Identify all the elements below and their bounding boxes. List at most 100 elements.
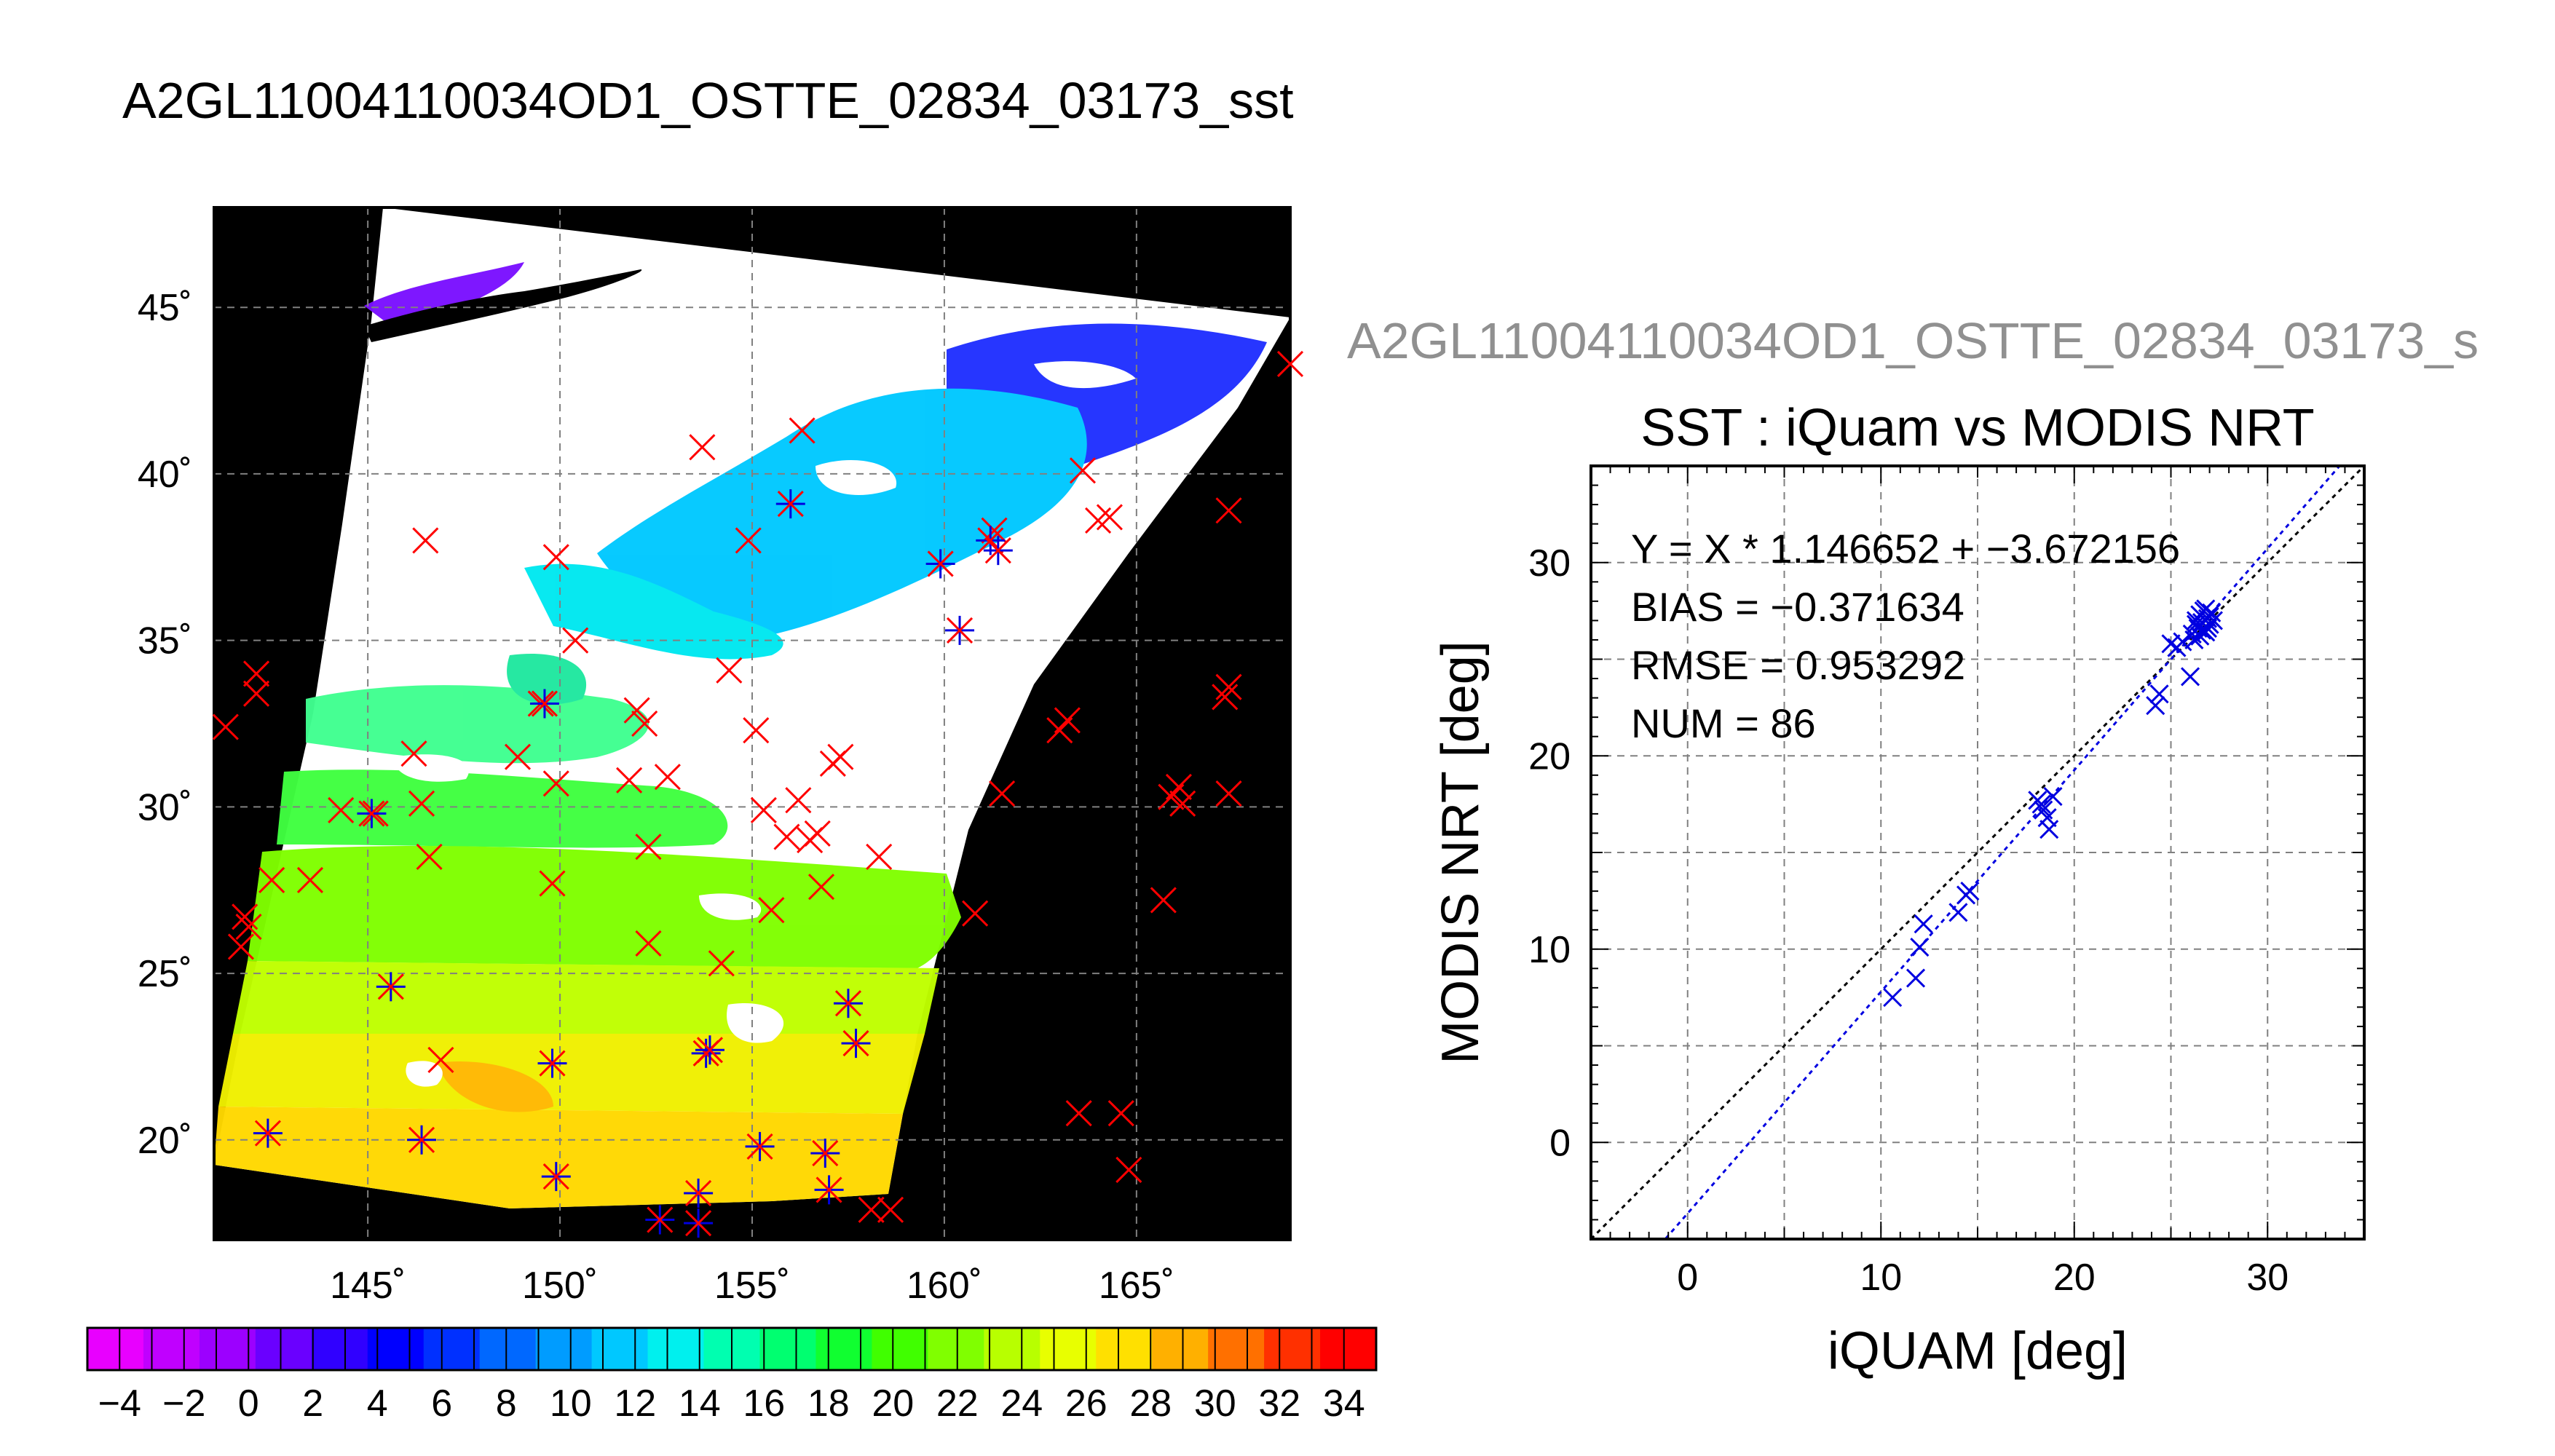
marker-stroke	[1069, 457, 1097, 484]
marker-stroke	[412, 527, 439, 554]
matched-buoy-marker	[745, 1131, 775, 1161]
marker-stroke	[685, 1210, 712, 1237]
scatter-x-tick-label: 20	[2053, 1257, 2096, 1299]
colorbar-cell	[199, 1328, 256, 1370]
matched-buoy-marker	[841, 1029, 871, 1059]
unmatched-buoy-marker	[258, 866, 285, 894]
marker-cross	[816, 1176, 842, 1203]
marker-cross	[777, 491, 804, 518]
unmatched-buoy-marker	[623, 697, 650, 724]
colorbar-cell	[928, 1328, 984, 1370]
marker-stroke	[243, 660, 270, 687]
matched-buoy-marker	[810, 1139, 840, 1168]
marker-stroke	[2149, 684, 2169, 704]
marker-cross	[984, 537, 1011, 564]
scatter-points	[1883, 599, 2223, 1008]
scatter-point	[2186, 611, 2206, 630]
marker-stroke	[542, 1163, 569, 1190]
matched-buoy-marker	[541, 1162, 571, 1192]
colorbar-cell	[367, 1328, 424, 1370]
colorbar-cell	[423, 1328, 481, 1370]
unmatched-buoy-marker	[227, 933, 255, 960]
scatter-grid	[1591, 466, 2364, 1239]
unmatched-buoy-marker	[1215, 780, 1242, 807]
unmatched-buoy-marker	[408, 790, 435, 817]
marker-stroke	[2186, 611, 2206, 630]
matched-buoy-marker	[376, 972, 406, 1002]
marker-stroke	[1107, 1100, 1134, 1127]
colorbar-cell	[1320, 1328, 1377, 1370]
marker-stroke	[1276, 350, 1304, 378]
colorbar-tick-label: −4	[98, 1382, 141, 1425]
marker-stroke	[647, 1206, 674, 1233]
scatter-point	[2203, 611, 2223, 630]
unmatched-buoy-marker	[616, 767, 643, 794]
colorbar-cell	[872, 1328, 928, 1370]
unmatched-buoy-marker	[1215, 673, 1242, 700]
marker-stroke	[777, 491, 804, 518]
marker-stroke	[427, 1046, 454, 1074]
marker-cross	[542, 1163, 569, 1190]
matched-buoy-marker	[775, 489, 805, 519]
scatter-point	[1906, 968, 1926, 988]
marker-stroke	[984, 537, 1011, 564]
colorbar-cell	[535, 1328, 593, 1370]
map-y-tick-label: 25˚	[138, 953, 192, 995]
map-x-axis: 145˚ 150˚ 155˚ 160˚ 165˚	[330, 1265, 1174, 1307]
marker-stroke	[623, 697, 650, 724]
colorbar-cell	[759, 1328, 817, 1370]
marker-stroke	[416, 843, 443, 871]
marker-stroke	[2180, 667, 2200, 687]
colorbar-tick-label: 20	[872, 1382, 914, 1425]
marker-stroke	[977, 527, 1004, 554]
fit-stat-line: Y = X * 1.146652 + −3.672156	[1631, 526, 2180, 571]
marker-stroke	[812, 1140, 839, 1167]
colorbar-cells	[87, 1328, 1377, 1370]
marker-stroke	[807, 874, 835, 901]
marker-stroke	[834, 990, 862, 1017]
marker-stroke	[962, 900, 989, 927]
scatter-x-label: iQUAM [deg]	[1828, 1322, 2128, 1380]
marker-stroke	[1215, 780, 1242, 807]
matched-buoy-marker	[695, 1035, 724, 1065]
marker-stroke	[696, 1037, 723, 1064]
marker-stroke	[2039, 820, 2059, 839]
scatter-point	[2202, 603, 2222, 622]
marker-stroke	[1096, 504, 1123, 531]
marker-stroke	[2196, 599, 2216, 619]
marker-stroke	[1910, 938, 1930, 957]
marker-cross	[746, 1133, 773, 1160]
marker-stroke	[400, 740, 427, 767]
unmatched-buoy-marker	[962, 900, 989, 927]
marker-stroke	[562, 627, 589, 654]
map-y-tick-label: 40˚	[138, 454, 192, 496]
scatter-y-label: MODIS NRT [deg]	[1431, 641, 1490, 1064]
colorbar-tick-label: 2	[302, 1382, 323, 1425]
unmatched-buoy-marker	[400, 740, 427, 767]
unmatched-buoy-marker	[1150, 887, 1177, 914]
unmatched-buoy-marker	[1069, 457, 1097, 484]
marker-stroke	[785, 787, 812, 814]
marker-stroke	[746, 1133, 773, 1160]
marker-stroke	[1085, 507, 1112, 534]
colorbar-cell	[816, 1328, 872, 1370]
colorbar-tick-label: 34	[1323, 1382, 1365, 1425]
unmatched-buoy-marker	[1169, 790, 1196, 817]
marker-stroke	[689, 434, 716, 461]
marker-stroke	[866, 843, 893, 871]
matched-buoy-marker	[357, 799, 387, 828]
unmatched-buoy-marker	[989, 780, 1016, 807]
scatter-point	[1960, 882, 1980, 901]
marker-stroke	[1906, 968, 1926, 988]
matched-buoy-marker	[983, 536, 1013, 566]
marker-stroke	[254, 1120, 281, 1147]
matched-buoy-marker	[684, 1208, 714, 1238]
matched-buoy-marker	[945, 615, 975, 645]
scatter-y-tick-label: 30	[1528, 542, 1571, 585]
colorbar-tick-label: 4	[367, 1382, 388, 1425]
map-x-tick-label: 145˚	[330, 1265, 406, 1307]
marker-stroke	[2037, 808, 2057, 828]
marker-stroke	[927, 550, 954, 577]
sst-field	[214, 262, 1267, 1208]
